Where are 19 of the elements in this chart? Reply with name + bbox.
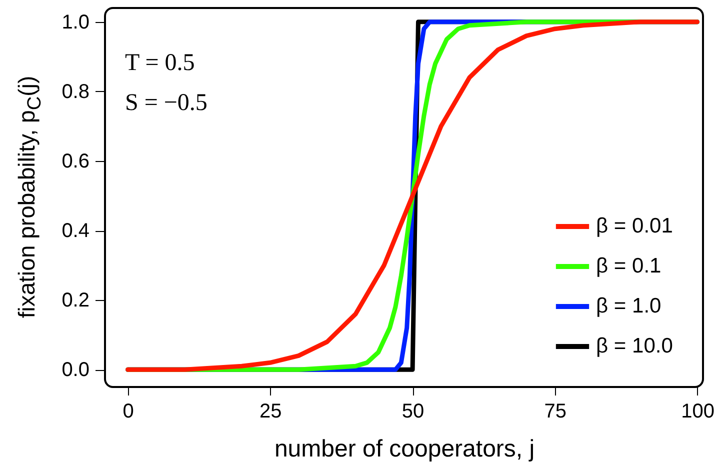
- annotation: T = 0.5: [125, 50, 195, 76]
- x-tick-label: 25: [260, 400, 282, 422]
- annotation: S = −0.5: [125, 90, 208, 116]
- legend-label: β = 0.01: [596, 214, 673, 238]
- y-tick-label: 1.0: [62, 11, 90, 34]
- legend-label: β = 0.1: [596, 254, 662, 278]
- y-tick-label: 0.0: [62, 359, 90, 382]
- y-tick-label: 0.4: [62, 220, 90, 242]
- y-tick-label: 0.8: [62, 80, 90, 103]
- y-tick-label: 0.2: [62, 290, 90, 312]
- x-axis-title: number of cooperators, j: [274, 436, 535, 462]
- x-tick-label: 100: [681, 400, 714, 422]
- x-tick-label: 50: [402, 400, 424, 422]
- line-series: [126, 20, 700, 372]
- legend-label: β = 10.0: [596, 334, 673, 358]
- x-tick-label: 75: [544, 400, 567, 422]
- x-tick-label: 0: [122, 400, 134, 422]
- y-tick-label: 0.6: [62, 150, 90, 172]
- legend-label: β = 1.0: [596, 294, 662, 318]
